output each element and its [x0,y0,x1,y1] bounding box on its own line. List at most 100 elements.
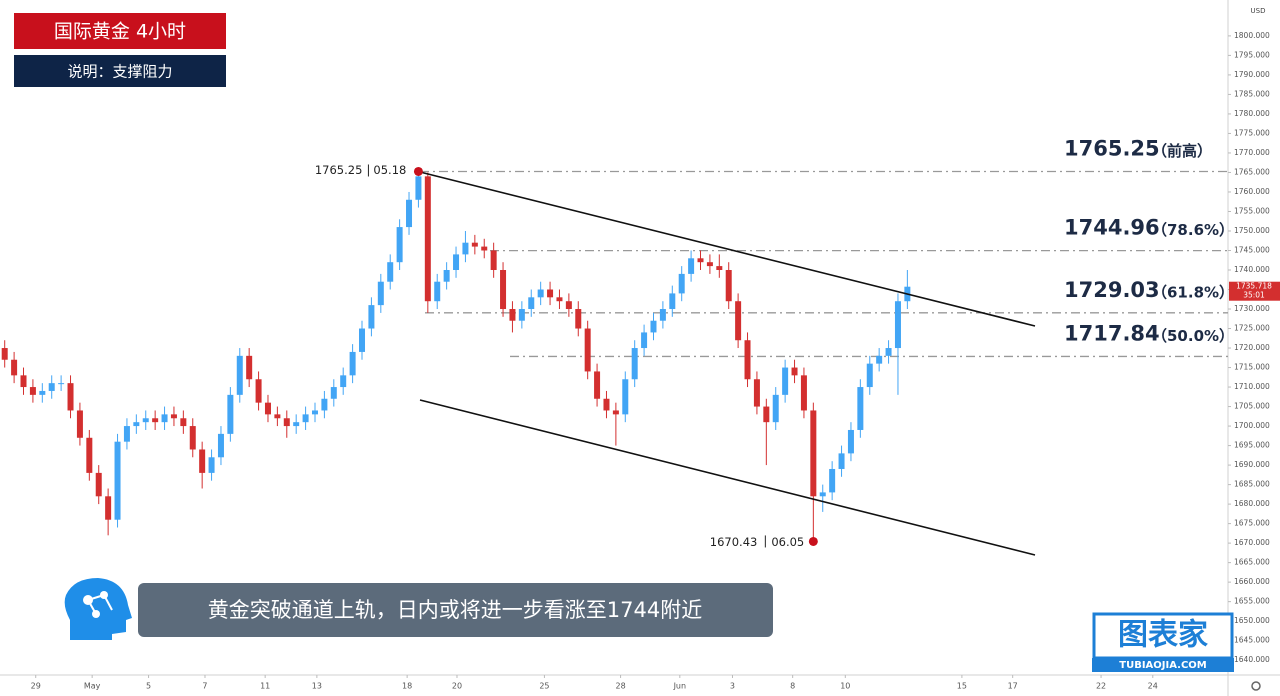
x-tick-label: 13 [312,682,322,691]
caption: 黄金突破通道上轨，日内或将进一步看涨至1744附近 [208,598,702,622]
x-tick-label: Jun [673,682,687,691]
candle-body [876,355,883,364]
candle-body [406,199,413,228]
y-tick-label: 1770.000 [1234,148,1270,157]
y-tick-label: 1720.000 [1234,343,1270,352]
candle-body [311,410,318,415]
candle-body [819,492,826,497]
candle-body [387,262,394,282]
currency-label: USD [1251,7,1266,15]
level-value: 1717.84 [1064,321,1160,345]
y-tick-label: 1715.000 [1234,363,1270,372]
candle-body [528,297,535,310]
y-tick-label: 1665.000 [1234,558,1270,567]
candle-body [152,418,159,423]
peak-value: 1765.25 [315,163,363,177]
candle-body [170,414,177,419]
candle-body [377,281,384,306]
channel-lower [419,399,1036,556]
candle-body [180,418,187,427]
candle-body [706,262,713,267]
candle-body [11,359,18,376]
x-tick-label: 5 [146,682,151,691]
candle-body [453,254,460,270]
x-tick-label: 20 [452,682,462,691]
channel-upper [419,171,1036,327]
candle-body [105,496,112,520]
candle-body [697,258,704,263]
candle-body [547,289,554,298]
y-tick-label: 1790.000 [1234,70,1270,79]
candle-body [744,340,751,380]
candle-body [142,418,149,423]
candle-body [114,441,121,520]
candle-body [434,281,441,302]
levels-group: 1765.25（前高） 1744.96（78.6%） 1729.03（61.8%） 1… [420,136,1234,358]
y-tick-label: 1675.000 [1234,519,1270,528]
x-tick-label: May [84,682,101,691]
candle-body [424,176,431,302]
y-tick-label: 1765.000 [1234,167,1270,176]
title: 国际黄金 4小时 [54,21,186,43]
trough-date: 06.05 [771,535,804,549]
y-tick-label: 1745.000 [1234,245,1270,254]
candle-body [772,394,779,423]
y-tick-label: 1685.000 [1234,480,1270,489]
candle-body [622,379,629,415]
y-tick-label: 1655.000 [1234,597,1270,606]
level-value: 1765.25 [1064,136,1160,160]
candle-body [838,453,845,469]
caption-box [138,583,773,637]
x-tick-label: 15 [957,682,967,691]
candle-body [631,348,638,380]
price-tag [1229,281,1280,301]
y-tick-label: 1730.000 [1234,304,1270,313]
level-note: （61.8%） [1152,283,1234,301]
y-tick-label: 1795.000 [1234,50,1270,59]
brand-logo: 图表家 TUBIAOJIA.COM [1092,612,1234,672]
y-tick-label: 1645.000 [1234,636,1270,645]
x-tick-label: 11 [260,682,270,691]
candles-group [1,171,911,542]
candle-body [735,301,742,341]
candle-body [20,375,27,388]
candle-body [217,433,224,458]
x-tick-label: 7 [202,682,207,691]
trough-marker [808,536,818,546]
candle-body [537,289,544,298]
candle-body [58,383,65,385]
candle-body [688,258,695,274]
x-tick-label: 28 [615,682,625,691]
candle-body [753,379,760,407]
title-box [14,13,226,49]
y-tick-label: 1670.000 [1234,538,1270,547]
y-tick-label: 1725.000 [1234,324,1270,333]
candle-body [76,410,83,438]
y-tick-label: 1700.000 [1234,421,1270,430]
candle-body [603,398,610,411]
candle-body [330,387,337,399]
candle-body [95,472,102,497]
x-tick-label: 3 [730,682,735,691]
candle-body [264,402,271,415]
candle-body [462,242,469,255]
y-tick-label: 1785.000 [1234,89,1270,98]
candle-body [584,328,591,372]
candle-body [556,297,563,302]
y-tick-label: 1780.000 [1234,109,1270,118]
candle-body [725,270,732,302]
x-tick-label: 10 [840,682,850,691]
settings-icon[interactable] [1251,681,1261,691]
candle-body [321,398,328,411]
candle-body [612,410,619,415]
peak-date: 05.18 [373,163,406,177]
candle-body [500,270,507,310]
candle-body [894,301,901,349]
candle-body [133,422,140,427]
brand: 图表家 [1118,618,1208,653]
candle-body [208,457,215,473]
candle-body [302,414,309,423]
candle-body [810,410,817,497]
level-note: （50.0%） [1152,327,1234,345]
